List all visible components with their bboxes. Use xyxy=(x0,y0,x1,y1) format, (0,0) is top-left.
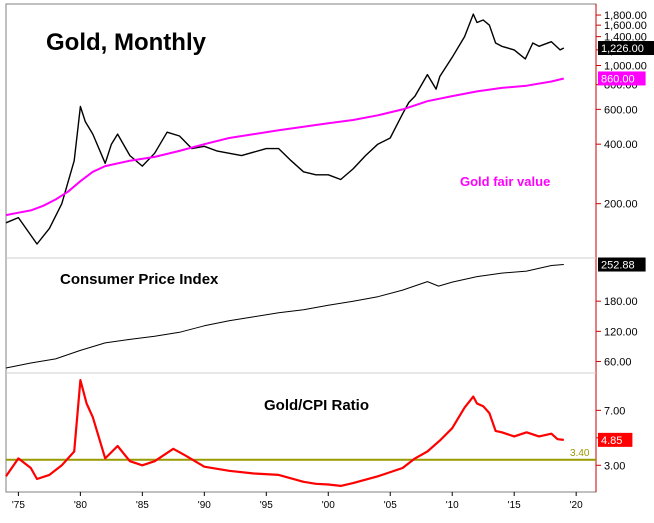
x-tick-label: '80 xyxy=(74,500,87,511)
cpi-panel-title: Consumer Price Index xyxy=(60,271,219,288)
gold-tag-label: 1,226.00 xyxy=(601,43,644,55)
gold-fair-value-tag xyxy=(598,71,646,86)
consumer-price-index-line xyxy=(5,264,564,369)
y-tick-label: 600.00 xyxy=(604,104,638,116)
y-tick-label: 200.00 xyxy=(604,199,638,211)
x-tick-label: '10 xyxy=(446,500,459,511)
y-tick-label: 400.00 xyxy=(604,139,638,151)
x-tick-label: '95 xyxy=(260,500,273,511)
cpi-panel: 60.00 120.00 180.00 252.88 xyxy=(5,257,646,369)
y-tick-label: 1,400.00 xyxy=(604,32,647,44)
x-axis-ticks: '75 '80 '85 '90 '95 '00 '05 '10 '15 '20 xyxy=(12,492,583,511)
y-tick-label: 1,800.00 xyxy=(604,10,647,22)
y-tick-label: 1,600.00 xyxy=(604,20,647,32)
y-tick-label: 180.00 xyxy=(604,296,638,308)
y-tick-label: 120.00 xyxy=(604,326,638,338)
gold-fair-value-line xyxy=(5,77,565,217)
x-tick-label: '85 xyxy=(136,500,149,511)
gold-tag xyxy=(598,41,654,56)
x-tick-label: '05 xyxy=(384,500,397,511)
fair-value-annotation: Gold fair value xyxy=(460,174,550,189)
gold-cpi-ratio-line xyxy=(5,379,564,487)
x-tick-label: '90 xyxy=(198,500,211,511)
y-tick-label: 3.00 xyxy=(604,460,625,472)
x-tick-label: '75 xyxy=(12,500,25,511)
consumer-price-index-tag xyxy=(598,257,646,272)
x-tick-label: '20 xyxy=(570,500,583,511)
ratio-panel: 3.005.007.003.404.85 xyxy=(5,379,633,487)
x-tick-label: '15 xyxy=(508,500,521,511)
x-tick-label: '00 xyxy=(322,500,335,511)
gold-panel-title: Gold, Monthly xyxy=(46,29,207,56)
reference-line-label: 3.40 xyxy=(570,448,590,459)
gold-cpi-ratio-tag-label: 4.85 xyxy=(601,435,622,447)
gold-line xyxy=(5,13,565,245)
y-tick-label: 1,000.00 xyxy=(604,61,647,73)
y-tick-label: 60.00 xyxy=(604,356,632,368)
gold-panel: 200.00400.00600.00800.001,000.001,200.00… xyxy=(5,10,654,245)
consumer-price-index-tag-label: 252.88 xyxy=(601,260,635,272)
gold-fair-value-tag-label: 860.00 xyxy=(601,73,635,85)
y-tick-label: 7.00 xyxy=(604,405,625,417)
ratio-panel-title: Gold/CPI Ratio xyxy=(264,397,369,414)
gold-cpi-ratio-tag xyxy=(598,432,633,447)
